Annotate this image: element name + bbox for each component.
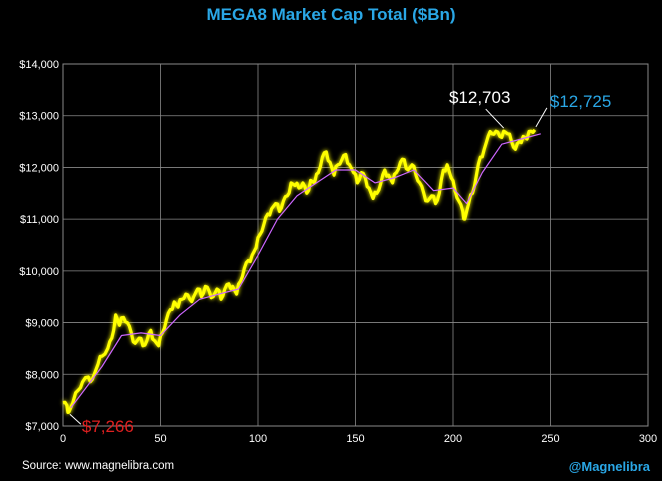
y-axis-ticks: $7,000 $8,000 $9,000 $10,000 $11,000 $12,000 $… <box>19 59 59 433</box>
chart-title: MEGA8 Market Cap Total ($Bn) <box>206 5 456 24</box>
y-tick-label: $12,000 <box>19 162 59 174</box>
x-axis-ticks: 0 50 100 150 200 250 300 <box>60 433 657 445</box>
x-tick-label: 250 <box>541 433 559 445</box>
last-leader-line <box>535 107 548 128</box>
y-tick-label: $7,000 <box>25 421 59 433</box>
series-layer <box>62 128 541 414</box>
price-series-line <box>62 128 537 414</box>
y-tick-label: $11,000 <box>20 214 59 226</box>
last-value-label: $12,725 <box>550 92 611 111</box>
start-value-label: $7,266 <box>82 417 134 436</box>
source-credit: Source: www.magnelibra.com <box>22 460 175 472</box>
x-tick-label: 300 <box>639 433 657 445</box>
x-tick-label: 100 <box>249 433 267 445</box>
y-tick-label: $9,000 <box>25 318 59 330</box>
peak-value-label: $12,703 <box>449 88 510 107</box>
y-tick-label: $10,000 <box>19 266 59 278</box>
x-tick-label: 200 <box>444 433 462 445</box>
x-tick-label: 0 <box>60 433 66 445</box>
peak-leader-line <box>485 108 505 129</box>
x-tick-label: 150 <box>346 433 364 445</box>
y-tick-label: $13,000 <box>19 111 59 123</box>
y-tick-label: $14,000 <box>19 59 59 71</box>
y-tick-label: $8,000 <box>25 369 59 381</box>
social-handle[interactable]: @Magnelibra <box>568 459 650 474</box>
x-tick-label: 50 <box>154 433 166 445</box>
moving-average-line <box>70 133 541 409</box>
grid-lines <box>62 63 649 427</box>
annotations-layer: $7,266 $12,703 $12,725 <box>69 88 611 436</box>
start-leader-line <box>69 413 82 425</box>
